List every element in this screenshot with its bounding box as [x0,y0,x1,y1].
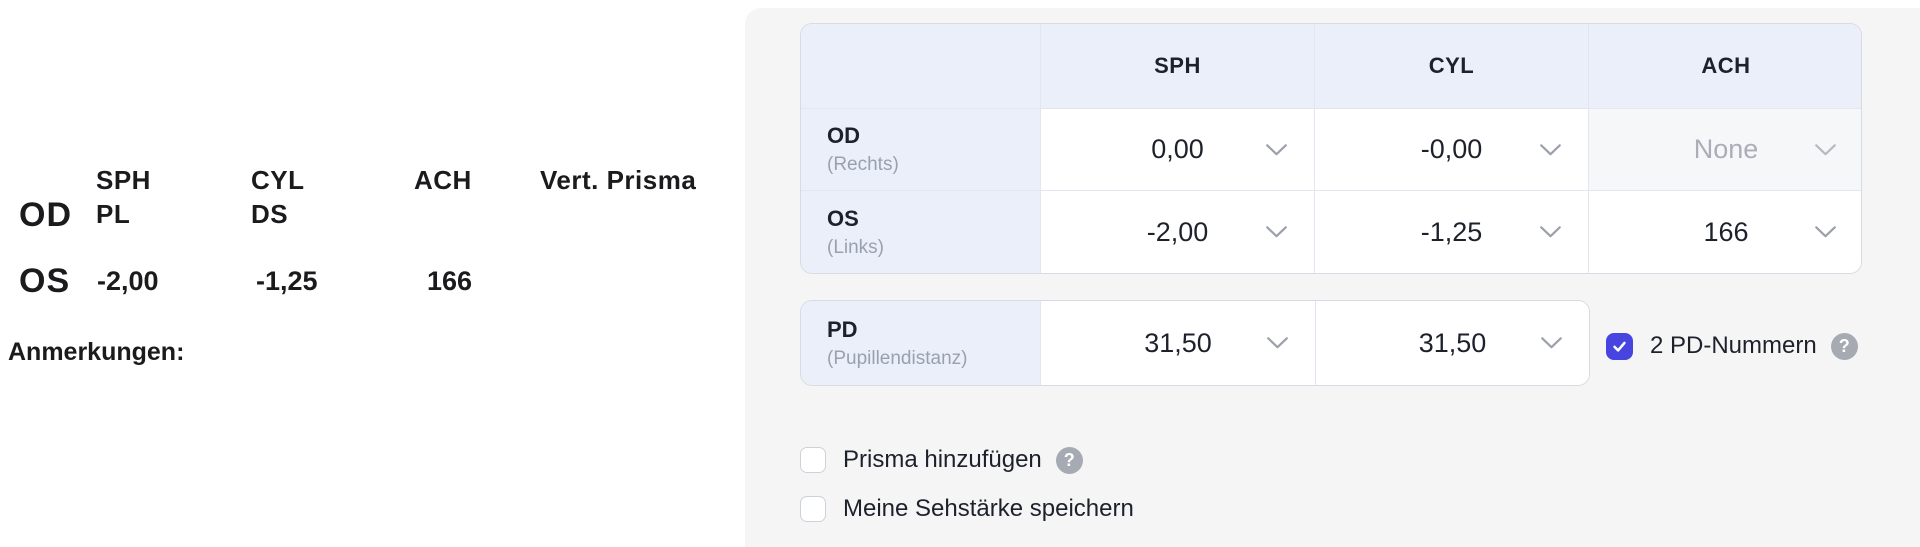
doc-header-ach: ACH [414,165,472,195]
prisma-checkbox[interactable] [800,447,826,473]
prisma-row: Prisma hinzufügen ? [800,446,1083,474]
cyl-od-value: -0,00 [1420,134,1483,164]
doc-od-cyl: DS [251,199,289,229]
doc-od-label: OD [19,196,72,234]
table-corner-cell [801,24,1041,109]
save-prescription-label: Meine Sehstärke speichern [843,495,1134,522]
pd-numbers-label: 2 PD-Nummern [1650,332,1817,359]
doc-header-vert-prisma: Vert. Prisma [540,165,697,195]
pd-right-dropdown[interactable]: 31,50 [1041,301,1316,385]
cyl-os-value: -1,25 [1420,216,1483,247]
pd-left-value: 31,50 [1418,327,1487,358]
prescription-form-panel: SPH CYL ACH OD (Rechts) 0,00 -0,00 None [745,8,1920,547]
cyl-dropdown-os[interactable]: -1,25 [1315,191,1589,273]
od-label: OD [827,123,860,148]
ach-od-value: None [1693,134,1759,164]
sph-dropdown-os[interactable]: -2,00 [1041,191,1315,273]
ach-dropdown-os[interactable]: 166 [1589,191,1861,273]
chevron-down-icon [1540,226,1561,238]
ach-dropdown-od[interactable]: None [1589,109,1861,191]
row-label-pd: PD (Pupillendistanz) [801,301,1041,385]
pd-right-value: 31,50 [1144,327,1212,358]
pd-left-dropdown[interactable]: 31,50 [1316,301,1589,385]
chevron-down-icon [1540,143,1561,155]
chevron-down-icon [1267,337,1288,349]
sph-dropdown-od[interactable]: 0,00 [1041,109,1315,191]
doc-header-sph: SPH [96,165,151,195]
pd-label: PD [827,316,858,342]
column-header-ach: ACH [1589,24,1861,109]
pd-table: PD (Pupillendistanz) 31,50 31,50 [800,300,1590,386]
prisma-label: Prisma hinzufügen [843,446,1042,473]
doc-notes-label: Anmerkungen: [8,338,185,366]
sph-os-value: -2,00 [1146,216,1209,247]
chevron-down-icon [1815,143,1836,155]
os-sublabel: (Links) [827,236,885,258]
help-icon[interactable]: ? [1055,446,1083,474]
row-label-os: OS (Links) [801,191,1041,273]
sph-od-value: 0,00 [1151,134,1204,164]
os-label: OS [827,205,859,231]
prescription-table: SPH CYL ACH OD (Rechts) 0,00 -0,00 None [800,23,1862,274]
doc-os-label: OS [19,262,71,300]
checkmark-icon [1613,341,1626,352]
help-icon[interactable]: ? [1830,332,1858,360]
row-label-od: OD (Rechts) [801,109,1041,191]
chevron-down-icon [1541,337,1562,349]
pd-numbers-row: 2 PD-Nummern ? [1606,332,1858,360]
chevron-down-icon [1266,226,1287,238]
od-sublabel: (Rechts) [827,154,899,175]
doc-header-cyl: CYL [251,165,305,195]
pd-sublabel: (Pupillendistanz) [827,347,968,369]
doc-os-cyl: -1,25 [256,266,318,296]
ach-os-value: 166 [1703,216,1749,247]
scanned-prescription: SPH CYL ACH Vert. Prisma OD PL DS OS -2,… [0,0,745,547]
save-prescription-row: Meine Sehstärke speichern [800,495,1134,523]
doc-od-sph: PL [96,199,131,229]
chevron-down-icon [1815,226,1836,238]
chevron-down-icon [1266,143,1287,155]
save-prescription-checkbox[interactable] [800,496,826,522]
doc-os-sph: -2,00 [97,266,159,296]
pd-numbers-checkbox[interactable] [1606,332,1633,360]
column-header-sph: SPH [1041,24,1315,109]
cyl-dropdown-od[interactable]: -0,00 [1315,109,1589,191]
column-header-cyl: CYL [1315,24,1589,109]
doc-os-ach: 166 [427,266,473,296]
